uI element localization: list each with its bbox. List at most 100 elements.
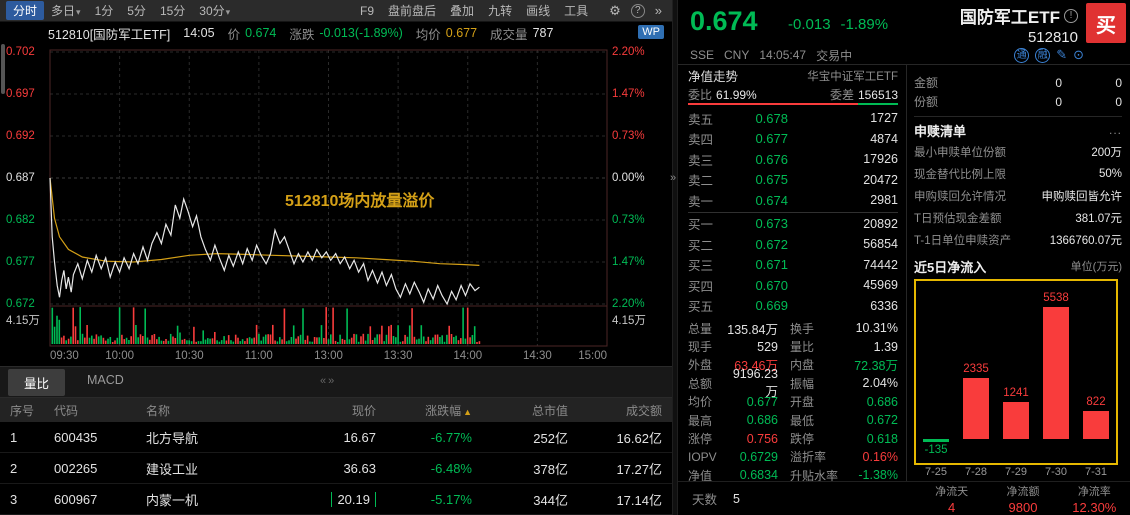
column-header-序号[interactable]: 序号 — [10, 403, 35, 418]
tools-group: F9 盘前盘后 叠加 九转 画线 工具 — [353, 1, 595, 20]
buy-button[interactable]: 买 — [1086, 3, 1126, 43]
y-axis-left-label: 0.677 — [6, 256, 35, 268]
panel-resize-handle[interactable]: «» — [320, 375, 337, 387]
table-row[interactable]: 2 002265 建设工业 36.63 -6.48% 378亿 17.27亿 — [0, 453, 672, 484]
order-book-row[interactable]: 买二 0.672 56854 — [688, 234, 898, 255]
order-book-row[interactable]: 卖一 0.674 2981 — [688, 190, 898, 211]
edit-icon[interactable]: ✎ — [1056, 47, 1068, 62]
order-book-row[interactable]: 卖三 0.676 17926 — [688, 149, 898, 170]
price-change-block: -0.013 -1.89% — [788, 16, 888, 33]
column-header-名称[interactable]: 名称 — [146, 403, 171, 418]
divider — [914, 116, 1122, 117]
column-header-代码[interactable]: 代码 — [54, 403, 79, 418]
order-book-row[interactable]: 买四 0.670 45969 — [688, 275, 898, 296]
flow-bar — [1043, 307, 1069, 439]
summary-label: 天数 — [692, 493, 718, 507]
tab-MACD[interactable]: MACD — [87, 372, 124, 387]
row-change: -6.77% — [430, 429, 472, 445]
last-price: 0.674 — [690, 6, 758, 36]
summary-label: 净流额 — [1006, 485, 1040, 498]
order-book-row[interactable]: 卖五 0.678 1727 — [688, 108, 898, 129]
stat-value: 2.04% — [862, 376, 898, 391]
help-icon[interactable]: ? — [630, 3, 645, 18]
toolbar-period-15分[interactable]: 15分 — [159, 4, 186, 18]
redeem-label: T日预估现金差额 — [914, 213, 1002, 225]
y-axis-right-label: 0.73% — [612, 214, 645, 226]
wp-badge[interactable]: WP — [638, 25, 664, 39]
table-row[interactable]: 3 600967 内蒙一机 20.19 -5.17% 344亿 17.14亿 — [0, 484, 672, 515]
collapse-icon[interactable]: » — [670, 172, 677, 184]
order-book-row[interactable]: 买三 0.671 74442 — [688, 255, 898, 276]
camera-icon[interactable]: ⊙ — [1073, 47, 1084, 62]
info-icon[interactable]: ! — [1064, 8, 1078, 23]
row-price: 36.63 — [343, 460, 376, 476]
toolbar-more-icon[interactable]: » — [654, 3, 662, 18]
y-axis-right-label: 1.47% — [612, 256, 645, 268]
toolbar-period-5分[interactable]: 5分 — [127, 4, 146, 18]
table-row[interactable]: 1 600435 北方导航 16.67 -6.77% 252亿 16.62亿 — [0, 422, 672, 453]
margin-badge-通[interactable]: 通 — [1014, 47, 1030, 63]
row-name: 内蒙一机 — [146, 492, 199, 508]
weibi-sell-portion — [858, 103, 898, 105]
column-header-总市值[interactable]: 总市值 — [531, 403, 568, 418]
row-code: 002265 — [54, 460, 98, 476]
margin-badge-融[interactable]: 融 — [1035, 47, 1051, 63]
minute-chart[interactable]: 512810场内放量溢价 0.702 0.697 0.692 0.687 0.682 0.… — [0, 44, 672, 350]
nav-trend-link[interactable]: 净值走势 — [688, 70, 739, 84]
book-volume: 6336 — [870, 298, 898, 313]
weibi-buy-portion — [688, 103, 859, 105]
stat-label: IOPV — [688, 449, 717, 464]
row-change: -5.17% — [430, 491, 472, 507]
row-cap: 344亿 — [533, 492, 568, 508]
volume-axis-left-label: 4.15万 — [6, 315, 40, 327]
toolbar-tool-F9[interactable]: F9 — [360, 3, 375, 18]
toolbar-period-多日[interactable]: 多日▾ — [51, 4, 81, 18]
row-seq: 2 — [10, 460, 18, 476]
book-divider — [688, 211, 898, 213]
stat-value: 1.39 — [873, 339, 898, 354]
redeem-more-link[interactable]: ... — [1108, 123, 1122, 137]
column-header-涨跌幅[interactable]: 涨跌幅 ▲ — [425, 403, 472, 418]
order-book-row[interactable]: 卖二 0.675 20472 — [688, 170, 898, 191]
toolbar-period-30分[interactable]: 30分▾ — [199, 4, 231, 18]
flow-bar — [1083, 411, 1109, 439]
toolbar-tool-九转[interactable]: 九转 — [488, 4, 513, 18]
toolbar-period-1分[interactable]: 1分 — [94, 4, 114, 18]
redeem-column: 金额 0 0 份额 0 0 申赎清单 ... 最小申赎单位份额 200万 现金替代比例上限 50… — [914, 65, 1122, 482]
toolbar-tool-盘前盘后[interactable]: 盘前盘后 — [388, 4, 437, 18]
left-scrollbar[interactable] — [1, 44, 5, 94]
stat-label: 最高 — [688, 413, 713, 428]
chart-info-bar: 512810[国防军工ETF] 14:05 价 0.674 涨跌 -0.013(… — [0, 22, 672, 44]
tab-量比[interactable]: 量比 — [8, 368, 66, 396]
redeem-row: T-1日单位申赎资产 1366760.07元 — [914, 229, 1122, 251]
y-axis-right-label: 0.00% — [612, 172, 645, 184]
chart-price: 0.674 — [245, 26, 277, 40]
account-value: 0 — [1055, 75, 1062, 90]
stat-label: 振幅 — [790, 376, 815, 391]
toolbar-tool-画线[interactable]: 画线 — [526, 4, 551, 18]
order-book-row[interactable]: 卖四 0.677 4874 — [688, 129, 898, 150]
order-book-row[interactable]: 买五 0.669 6336 — [688, 296, 898, 317]
stat-label: 现手 — [688, 340, 713, 355]
summary-label: 净流天 — [935, 485, 969, 498]
book-volume: 56854 — [863, 237, 898, 252]
column-header-现价[interactable]: 现价 — [351, 403, 376, 418]
price-change-pct: -1.89% — [840, 16, 889, 33]
y-axis-left-label: 0.692 — [6, 130, 35, 142]
order-book-row[interactable]: 买一 0.673 20892 — [688, 214, 898, 235]
row-seq: 3 — [10, 491, 18, 507]
stat-value: 0.672 — [866, 413, 898, 428]
pane-divider[interactable]: » — [670, 0, 678, 515]
toolbar-period-分时[interactable]: 分时 — [6, 1, 45, 20]
chart-time: 14:05 — [183, 26, 215, 40]
summary-value: 4 — [948, 499, 956, 515]
tab-list: 量比 MACD — [8, 368, 140, 396]
flow-date-label: 7-30 — [1044, 466, 1068, 478]
y-axis-right-label: 2.20% — [612, 298, 645, 310]
gear-icon[interactable]: ⚙ — [609, 2, 621, 18]
toolbar-tool-工具[interactable]: 工具 — [564, 4, 589, 18]
toolbar-tool-叠加[interactable]: 叠加 — [450, 4, 475, 18]
redeem-label: T-1日单位申赎资产 — [914, 235, 1012, 247]
column-header-成交额[interactable]: 成交额 — [625, 403, 662, 418]
